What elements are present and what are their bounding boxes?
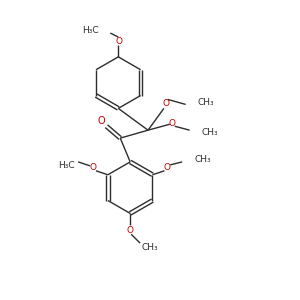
Text: O: O — [98, 116, 105, 126]
Text: CH₃: CH₃ — [198, 98, 214, 107]
Text: CH₃: CH₃ — [142, 243, 158, 252]
Text: CH₃: CH₃ — [202, 128, 218, 137]
Text: H₃C: H₃C — [58, 161, 75, 170]
Text: O: O — [116, 37, 123, 46]
Text: O: O — [89, 163, 97, 172]
Text: O: O — [127, 226, 134, 235]
Text: O: O — [162, 99, 169, 108]
Text: O: O — [164, 163, 171, 172]
Text: H₃C: H₃C — [82, 26, 98, 34]
Text: O: O — [168, 119, 175, 128]
Text: CH₃: CH₃ — [194, 155, 211, 164]
